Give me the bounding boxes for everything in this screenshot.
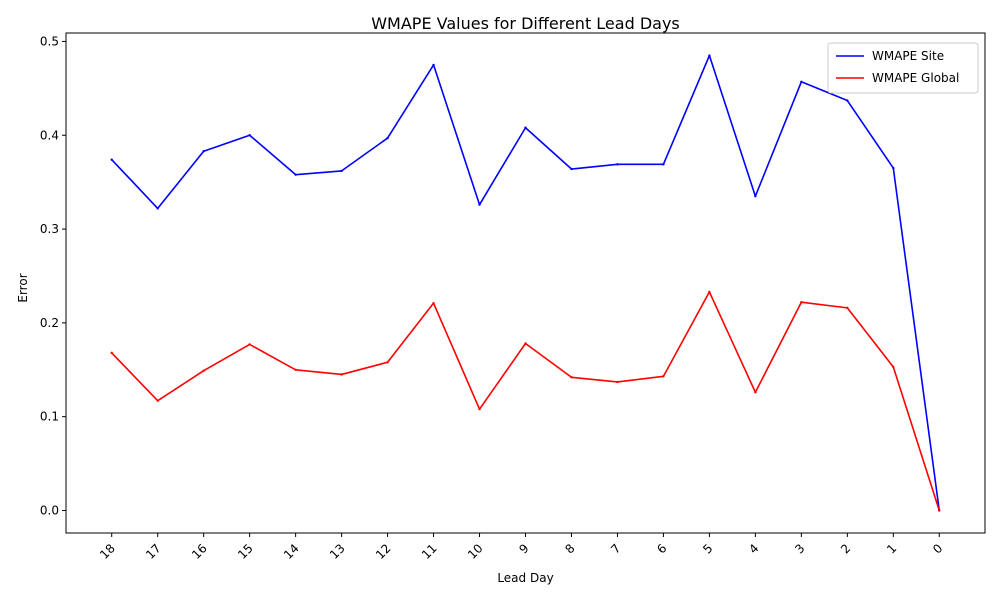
y-tick-label: 0.1 <box>40 410 59 424</box>
series-line-global <box>111 291 941 511</box>
data-point-global <box>478 407 481 411</box>
x-tick-label: 1 <box>884 541 899 556</box>
x-tick-label: 17 <box>143 541 164 562</box>
x-tick-label: 5 <box>700 541 715 556</box>
data-point-site <box>478 203 481 206</box>
x-tick-label: 3 <box>792 541 807 556</box>
x-tick-label: 8 <box>562 541 577 556</box>
data-point-global <box>662 375 665 378</box>
series-line-site <box>111 54 941 511</box>
data-point-global <box>708 290 711 294</box>
data-point-global <box>248 343 251 346</box>
x-tick-label: 14 <box>281 541 302 562</box>
data-point-site <box>662 163 665 166</box>
data-point-global <box>294 368 297 371</box>
y-tick-label: 0.4 <box>40 128 59 142</box>
data-point-site <box>800 80 803 83</box>
data-point-site <box>892 166 895 170</box>
data-point-site <box>524 126 527 129</box>
data-point-global <box>340 373 343 376</box>
x-axis-label: Lead Day <box>497 571 553 585</box>
data-point-global <box>800 301 803 304</box>
x-tick-label: 4 <box>746 541 761 556</box>
x-tick-label: 7 <box>608 541 623 556</box>
data-point-global <box>938 509 941 512</box>
y-axis-label: Error <box>16 273 30 302</box>
legend-box <box>827 42 979 94</box>
plot-area <box>110 54 941 512</box>
data-point-global <box>202 369 205 372</box>
data-point-site <box>432 63 435 67</box>
y-tick-label: 0.0 <box>40 503 59 517</box>
x-tick-label: 12 <box>373 541 394 562</box>
data-point-global <box>156 399 159 402</box>
data-point-site <box>754 195 757 198</box>
legend: WMAPE Site WMAPE Global <box>827 42 979 94</box>
y-tick-label: 0.2 <box>40 316 59 330</box>
plot-frame <box>65 32 986 534</box>
data-point-site <box>386 136 389 140</box>
data-point-global <box>432 301 435 305</box>
data-point-site <box>846 99 849 102</box>
data-point-site <box>248 134 251 137</box>
data-point-site <box>202 149 205 153</box>
x-tick-label: 11 <box>419 541 440 562</box>
data-point-global <box>754 391 757 394</box>
x-tick-label: 18 <box>97 541 118 562</box>
data-point-site <box>616 163 619 166</box>
data-point-site <box>294 173 297 176</box>
data-point-global <box>616 380 619 384</box>
x-tick-label: 16 <box>189 541 210 562</box>
data-point-global <box>892 365 895 369</box>
data-point-global <box>386 361 389 364</box>
data-point-site <box>110 158 113 161</box>
x-tick-label: 0 <box>930 541 945 556</box>
data-point-site <box>570 167 573 171</box>
data-point-site <box>708 54 711 57</box>
x-tick-label: 10 <box>465 541 486 562</box>
x-tick-label: 6 <box>654 541 669 556</box>
data-point-site <box>156 207 159 210</box>
data-point-global <box>846 306 849 310</box>
x-tick-label: 2 <box>838 541 853 556</box>
chart-title: WMAPE Values for Different Lead Days <box>371 14 680 33</box>
data-point-global <box>570 376 573 379</box>
x-tick-label: 9 <box>516 541 531 556</box>
x-tick-label: 13 <box>327 541 348 562</box>
data-point-global <box>110 351 113 355</box>
data-point-site <box>340 169 343 173</box>
data-point-global <box>524 342 527 345</box>
x-tick-label: 15 <box>235 541 256 562</box>
legend-label: WMAPE Global <box>872 71 959 85</box>
legend-label: WMAPE Site <box>872 49 944 63</box>
y-tick-label: 0.3 <box>40 222 59 236</box>
y-tick-label: 0.5 <box>40 34 59 48</box>
